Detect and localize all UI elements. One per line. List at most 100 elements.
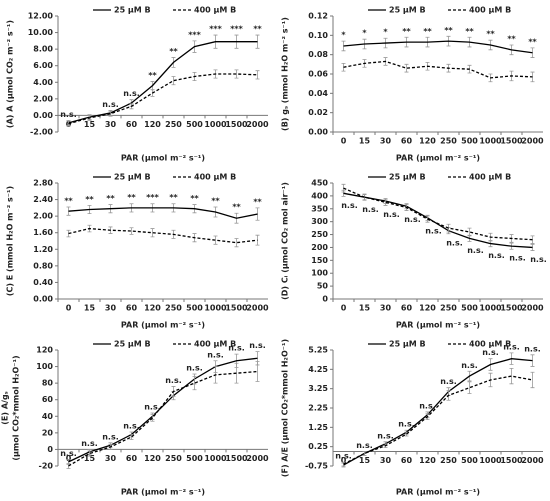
x-tick-label: 1500 xyxy=(225,120,248,129)
significance-label: ** xyxy=(190,194,199,203)
x-tick-label: 60 xyxy=(126,454,138,463)
significance-label: n.s. xyxy=(60,110,77,119)
x-tick-label: 0 xyxy=(341,456,347,465)
x-tick-label: 500 xyxy=(186,454,203,463)
y-tick-label: 2.40 xyxy=(33,195,53,204)
series-line xyxy=(343,40,533,54)
x-tick-label: 250 xyxy=(165,120,182,129)
error-bar xyxy=(530,47,535,58)
significance-label: n.s. xyxy=(60,449,77,458)
significance-label: ** xyxy=(211,197,220,206)
error-bar xyxy=(108,110,113,117)
error-bar xyxy=(255,234,260,246)
y-tick-label: 1.25 xyxy=(308,423,328,432)
y-tick-label: 40 xyxy=(42,412,54,421)
significance-label: ** xyxy=(169,193,178,202)
significance-label: ** xyxy=(423,27,432,36)
y-tick-label: 0.80 xyxy=(33,261,53,270)
x-tick-label: 15 xyxy=(359,456,371,465)
x-tick-label: 120 xyxy=(144,120,161,129)
y-tick-label: -0.75 xyxy=(305,462,328,471)
y-tick-label: 0.00 xyxy=(33,295,53,304)
error-bar xyxy=(530,235,535,244)
legend-label: 400 μM B xyxy=(194,173,236,182)
x-tick-label: 500 xyxy=(461,456,478,465)
x-tick-label: 60 xyxy=(126,120,138,129)
significance-label: n.s. xyxy=(398,420,415,429)
series-line xyxy=(68,357,258,463)
legend-label: 25 μM B xyxy=(114,173,151,182)
x-tick-label: 1500 xyxy=(500,137,523,146)
error-bar xyxy=(66,120,71,127)
y-tick-label: 12.00 xyxy=(28,12,54,21)
error-bar xyxy=(150,228,155,238)
y-tick-label: 1.20 xyxy=(33,245,53,254)
x-tick-label: 250 xyxy=(165,454,182,463)
legend-label: 400 μM B xyxy=(469,6,511,15)
series-line xyxy=(68,73,258,125)
x-tick-label: 60 xyxy=(401,137,413,146)
error-bar xyxy=(129,227,134,235)
x-tick-label: 500 xyxy=(461,137,478,146)
significance-label: n.s. xyxy=(102,100,119,109)
series-line xyxy=(68,207,258,219)
significance-label: n.s. xyxy=(440,377,457,386)
x-tick-label: 2000 xyxy=(246,304,269,313)
y-tick-label: 3.25 xyxy=(308,384,328,393)
series-line xyxy=(343,60,533,79)
x-tick-label: 60 xyxy=(401,304,413,313)
significance-label: n.s. xyxy=(482,348,499,357)
legend-label: 25 μM B xyxy=(389,173,426,182)
x-axis-label: PAR (μmol m⁻² s⁻¹) xyxy=(396,321,480,330)
significance-label: n.s. xyxy=(165,376,182,385)
y-tick-label: 1.60 xyxy=(33,228,53,237)
significance-label: n.s. xyxy=(383,210,400,219)
y-tick-label: 450 xyxy=(311,179,328,188)
x-tick-label: 0 xyxy=(341,304,347,313)
y-tick-label: 250 xyxy=(311,230,328,239)
error-bar xyxy=(255,361,260,382)
y-tick-label: 400 xyxy=(311,191,328,200)
x-tick-label: 120 xyxy=(144,304,161,313)
error-bar xyxy=(213,235,218,245)
x-tick-label: 1000 xyxy=(479,456,502,465)
x-tick-label: 2000 xyxy=(521,456,544,465)
significance-label: n.s. xyxy=(404,215,421,224)
error-bar xyxy=(509,367,514,385)
error-bar xyxy=(467,227,472,237)
y-tick-label: 200 xyxy=(311,243,328,252)
y-tick-label: 4.25 xyxy=(308,365,328,374)
y-tick-label: 60 xyxy=(42,395,54,404)
x-tick-label: 500 xyxy=(186,304,203,313)
error-bar xyxy=(150,414,155,422)
y-tick-label: 350 xyxy=(311,204,328,213)
y-axis-label: (B) gₛ (mmol H₂O m⁻² s⁻¹) xyxy=(281,17,290,131)
x-tick-label: 30 xyxy=(380,304,392,313)
x-tick-label: 15 xyxy=(84,304,96,313)
error-bar xyxy=(467,381,472,394)
y-tick-label: 6.00 xyxy=(33,61,53,70)
significance-label: n.s. xyxy=(335,452,352,461)
y-tick-label: 150 xyxy=(311,256,328,265)
significance-label: n.s. xyxy=(123,422,140,431)
x-tick-label: 30 xyxy=(105,454,117,463)
x-tick-label: 1000 xyxy=(479,304,502,313)
significance-label: * xyxy=(383,28,388,37)
significance-label: n.s. xyxy=(530,255,547,264)
x-tick-label: 1000 xyxy=(204,304,227,313)
error-bar xyxy=(255,70,260,80)
x-tick-label: 1500 xyxy=(225,454,248,463)
significance-label: ** xyxy=(465,27,474,36)
significance-label: *** xyxy=(209,25,222,34)
x-tick-label: 500 xyxy=(461,304,478,313)
x-tick-label: 1500 xyxy=(225,304,248,313)
y-tick-label: 4.00 xyxy=(33,78,53,87)
significance-label: n.s. xyxy=(503,342,520,351)
y-tick-label: 5.25 xyxy=(308,346,328,355)
x-tick-label: 60 xyxy=(401,456,413,465)
x-tick-label: 1000 xyxy=(479,137,502,146)
significance-label: ** xyxy=(253,197,262,206)
y-tick-label: 0.10 xyxy=(308,31,328,40)
x-tick-label: 15 xyxy=(84,454,96,463)
